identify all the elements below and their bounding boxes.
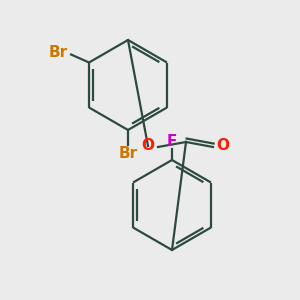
Text: F: F [167, 134, 177, 149]
Text: O: O [217, 139, 230, 154]
Text: Br: Br [118, 146, 138, 161]
Text: O: O [142, 139, 154, 154]
Text: Br: Br [49, 45, 68, 60]
